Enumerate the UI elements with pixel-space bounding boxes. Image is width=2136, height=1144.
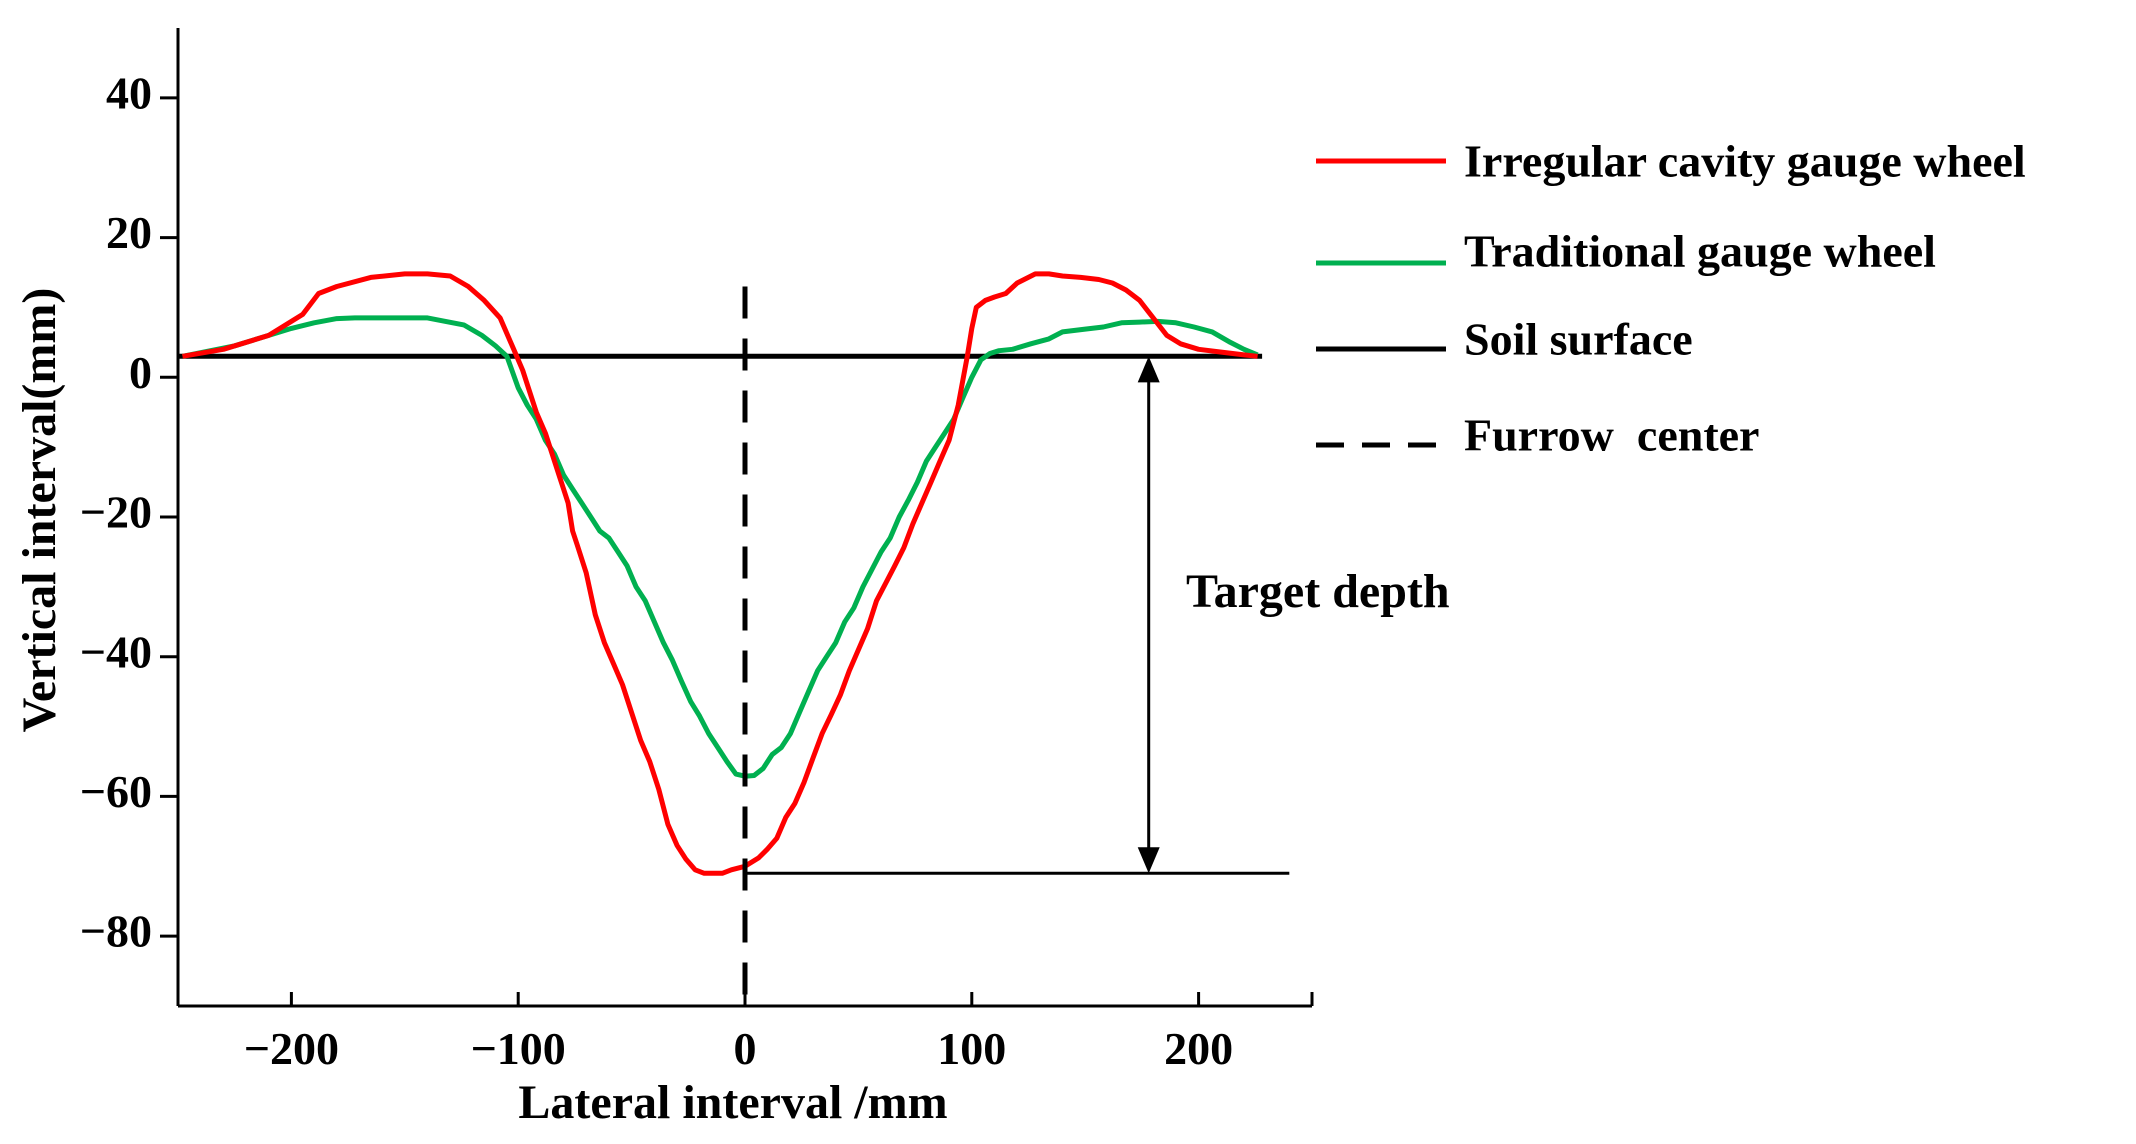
y-axis-label: Vertical interval(mm) [13, 288, 66, 733]
legend-label-traditional: Traditional gauge wheel [1464, 226, 1936, 277]
target-depth-label: Target depth [1186, 565, 1450, 618]
y-tick-label: −80 [80, 906, 152, 957]
series-traditional [182, 315, 1259, 779]
x-axis-label: Lateral interval /mm [518, 1076, 947, 1129]
y-tick-label: −60 [80, 766, 152, 817]
legend-label-soil: Soil surface [1464, 314, 1693, 365]
y-tick-label: 0 [129, 347, 152, 398]
plot-lines [178, 271, 1263, 1006]
x-tick-label: −200 [244, 1023, 339, 1074]
x-tick-label: 200 [1164, 1023, 1233, 1074]
annotations [745, 356, 1290, 875]
legend-item-furrow-center: Furrow center [1316, 410, 1759, 461]
y-tick-label: −40 [80, 626, 152, 677]
x-tick-label: 0 [734, 1023, 757, 1074]
x-tick-label: 100 [937, 1023, 1006, 1074]
legend-item-irregular: Irregular cavity gauge wheel [1316, 136, 2026, 187]
legend-label-furrow: Furrow center [1464, 410, 1759, 461]
x-tick-label: −100 [471, 1023, 566, 1074]
legend: Irregular cavity gauge wheel Traditional… [1316, 136, 2026, 461]
y-tick-label: 40 [106, 67, 152, 118]
legend-label-irregular: Irregular cavity gauge wheel [1464, 136, 2026, 187]
x-ticks: −200 −100 0 100 200 [244, 992, 1314, 1074]
legend-item-soil-surface: Soil surface [1316, 314, 1693, 365]
target-depth-arrow-head-down [1137, 847, 1160, 874]
series-irregular-cavity [182, 271, 1258, 876]
y-tick-label: −20 [80, 487, 152, 538]
target-depth-arrow-head-up [1137, 356, 1160, 383]
legend-item-traditional: Traditional gauge wheel [1316, 226, 1936, 277]
y-tick-label: 20 [106, 207, 152, 258]
y-ticks: 40 20 0 −20 −40 −60 −80 [80, 67, 178, 957]
